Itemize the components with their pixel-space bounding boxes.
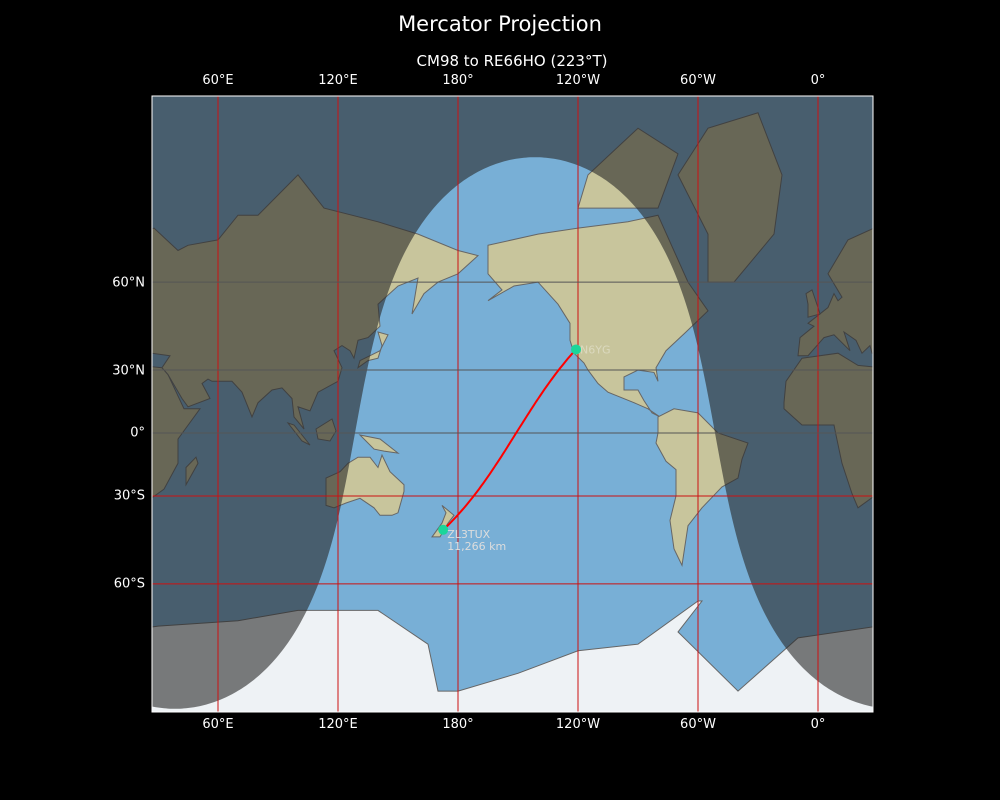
distance-label: 11,266 km <box>447 540 506 553</box>
land-madagascar <box>906 457 918 485</box>
station-marker-to[interactable] <box>438 524 449 535</box>
shaded-region <box>152 96 873 709</box>
top-lon-tick: 120°W <box>555 73 601 88</box>
land-new-guinea <box>358 434 400 454</box>
graticule <box>152 96 873 712</box>
lat-tick: 60°S <box>113 576 145 592</box>
bottom-lon-tick: 0° <box>810 717 826 732</box>
station-label-from: N6YG <box>580 343 610 356</box>
top-lon-tick: 0° <box>810 73 826 88</box>
bottom-lon-tick: 180° <box>442 717 474 732</box>
top-lon-tick: 120°E <box>318 73 358 88</box>
top-lon-tick: 60°E <box>202 73 234 88</box>
land-new-zealand <box>431 505 455 538</box>
bottom-lon-tick: 60°E <box>202 717 234 732</box>
land-britain <box>86 290 100 317</box>
map-title: Mercator Projection <box>398 12 602 36</box>
lat-tick: 0° <box>130 425 145 441</box>
bottom-lon-tick: 120°E <box>318 717 358 732</box>
lat-tick: 30°S <box>113 488 145 504</box>
station-marker-from[interactable] <box>571 344 581 355</box>
bottom-lon-tick: 60°W <box>680 717 716 732</box>
lat-tick: 60°N <box>112 275 145 291</box>
top-lon-tick: 60°W <box>680 73 716 88</box>
bottom-lon-tick: 120°W <box>555 717 601 732</box>
lat-tick: 30°N <box>112 363 145 379</box>
station-label-to: ZL3TUX <box>447 528 490 541</box>
great-circle-path <box>442 348 577 531</box>
land-greenland <box>0 113 62 282</box>
map-subtitle: CM98 to RE66HO (223°T) <box>416 52 608 70</box>
top-lon-tick: 180° <box>442 73 474 88</box>
map-frame <box>151 95 874 713</box>
land-south-america <box>0 409 28 566</box>
